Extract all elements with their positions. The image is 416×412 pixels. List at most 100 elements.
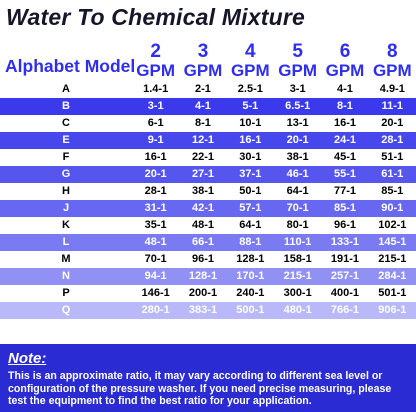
ratio-cell: 4.9-1 [379, 83, 405, 96]
ratio-cell: 215-1 [378, 253, 407, 266]
model-cell: L [62, 236, 70, 249]
table-row: Q 280-1 383-1 500-1 480-1 766-1 906-1 [0, 302, 416, 319]
table-row: M 70-1 96-1 128-1 158-1 191-1 215-1 [0, 251, 416, 268]
ratio-cell: 128-1 [188, 270, 218, 283]
gpm-column-header: 2 GPM [132, 42, 179, 80]
table-row: B 3-1 4-1 5-1 6.5-1 8-1 11-1 [0, 98, 416, 115]
ratio-cell: 280-1 [141, 304, 170, 317]
gpm-unit: GPM [230, 61, 270, 80]
ratio-cell: 170-1 [236, 270, 265, 283]
ratio-cell: 133-1 [330, 236, 360, 249]
ratio-cell: 383-1 [188, 304, 218, 317]
ratio-cell: 4-1 [337, 83, 353, 96]
ratio-cell: 16-1 [333, 117, 356, 130]
gpm-value: 5 [292, 41, 303, 62]
table-row: P 146-1 200-1 240-1 300-1 400-1 501-1 [0, 285, 416, 302]
ratio-cell: 9-1 [147, 134, 164, 147]
ratio-cell: 85-1 [381, 185, 404, 198]
ratio-cell: 64-1 [286, 185, 309, 198]
model-cell: P [62, 287, 70, 300]
ratio-cell: 16-1 [144, 151, 167, 164]
ratio-cell: 51-1 [381, 151, 404, 164]
note-box: Note: This is an approximate ratio, it m… [0, 344, 416, 412]
ratio-cell: 61-1 [381, 168, 404, 181]
ratio-cell: 766-1 [330, 304, 360, 317]
table-row: A 1.4-1 2-1 2.5-1 3-1 4-1 4.9-1 [0, 81, 416, 98]
model-cell: K [62, 219, 70, 232]
ratio-cell: 200-1 [188, 287, 218, 300]
model-cell: M [61, 253, 71, 266]
ratio-cell: 2.5-1 [237, 83, 263, 96]
gpm-column-header: 5 GPM [274, 42, 321, 80]
ratio-cell: 57-1 [239, 202, 262, 215]
gpm-unit: GPM [278, 61, 318, 80]
gpm-value: 2 [150, 41, 161, 62]
ratio-cell: 27-1 [191, 168, 214, 181]
table-row: G 20-1 27-1 37-1 46-1 55-1 61-1 [0, 166, 416, 183]
gpm-column-header: 8 GPM [369, 42, 416, 80]
ratio-cell: 11-1 [381, 100, 404, 113]
ratio-cell: 38-1 [191, 185, 214, 198]
ratio-cell: 48-1 [144, 236, 167, 249]
ratio-cell: 501-1 [378, 287, 407, 300]
ratio-cell: 45-1 [333, 151, 356, 164]
ratio-cell: 20-1 [144, 168, 167, 181]
ratio-cell: 5-1 [242, 100, 259, 113]
ratio-cell: 30-1 [239, 151, 262, 164]
table-header: Alphabet Model 2 GPM 3 GPM 4 GPM 5 GPM 6 GPM … [0, 38, 416, 84]
ratio-cell: 4-1 [195, 100, 211, 113]
model-cell: Q [61, 304, 71, 317]
ratio-cell: 55-1 [333, 168, 356, 181]
ratio-cell: 240-1 [236, 287, 265, 300]
gpm-unit: GPM [325, 61, 365, 80]
ratio-cell: 13-1 [286, 117, 309, 130]
ratio-cell: 145-1 [378, 236, 407, 249]
table-row: J 31-1 42-1 57-1 70-1 85-1 90-1 [0, 200, 416, 217]
gpm-unit: GPM [183, 61, 223, 80]
ratio-cell: 191-1 [330, 253, 360, 266]
ratio-cell: 20-1 [286, 134, 309, 147]
ratio-cell: 3-1 [147, 100, 164, 113]
gpm-value: 8 [387, 41, 398, 62]
ratio-cell: 96-1 [191, 253, 214, 266]
ratio-cell: 6.5-1 [285, 100, 311, 113]
ratio-cell: 22-1 [191, 151, 214, 164]
ratio-cell: 215-1 [283, 270, 312, 283]
ratio-cell: 77-1 [333, 185, 356, 198]
ratio-cell: 28-1 [144, 185, 167, 198]
table-row: K 35-1 48-1 64-1 80-1 96-1 102-1 [0, 217, 416, 234]
ratio-cell: 500-1 [236, 304, 265, 317]
ratio-cell: 28-1 [381, 134, 404, 147]
ratio-cell: 20-1 [381, 117, 404, 130]
page-title: Water To Chemical Mixture [6, 4, 305, 30]
ratio-cell: 12-1 [191, 134, 214, 147]
ratio-cell: 35-1 [144, 219, 167, 232]
model-cell: B [62, 100, 70, 113]
ratio-cell: 400-1 [330, 287, 360, 300]
ratio-cell: 48-1 [191, 219, 214, 232]
gpm-value: 3 [197, 41, 209, 62]
ratio-cell: 8-1 [195, 117, 211, 130]
ratio-cell: 37-1 [239, 168, 262, 181]
ratio-cell: 50-1 [239, 185, 262, 198]
ratio-cell: 158-1 [283, 253, 312, 266]
ratio-cell: 16-1 [239, 134, 262, 147]
gpm-value: 4 [245, 41, 256, 62]
ratio-cell: 66-1 [191, 236, 214, 249]
ratio-cell: 94-1 [144, 270, 167, 283]
table-row: N 94-1 128-1 170-1 215-1 257-1 284-1 [0, 268, 416, 285]
ratio-cell: 38-1 [286, 151, 309, 164]
ratio-cell: 906-1 [378, 304, 407, 317]
ratio-cell: 96-1 [333, 219, 356, 232]
ratio-cell: 80-1 [286, 219, 309, 232]
ratio-cell: 1.4-1 [143, 83, 169, 96]
ratio-table: A 1.4-1 2-1 2.5-1 3-1 4-1 4.9-1 B 3-1 4-1 5-1 6.5-1… [0, 81, 416, 319]
ratio-cell: 70-1 [286, 202, 309, 215]
ratio-cell: 24-1 [333, 134, 356, 147]
ratio-cell: 31-1 [144, 202, 167, 215]
ratio-cell: 257-1 [330, 270, 360, 283]
table-row: F 16-1 22-1 30-1 38-1 45-1 51-1 [0, 149, 416, 166]
ratio-cell: 88-1 [239, 236, 262, 249]
model-column-header: Alphabet Model [5, 55, 136, 76]
ratio-cell: 146-1 [141, 287, 170, 300]
